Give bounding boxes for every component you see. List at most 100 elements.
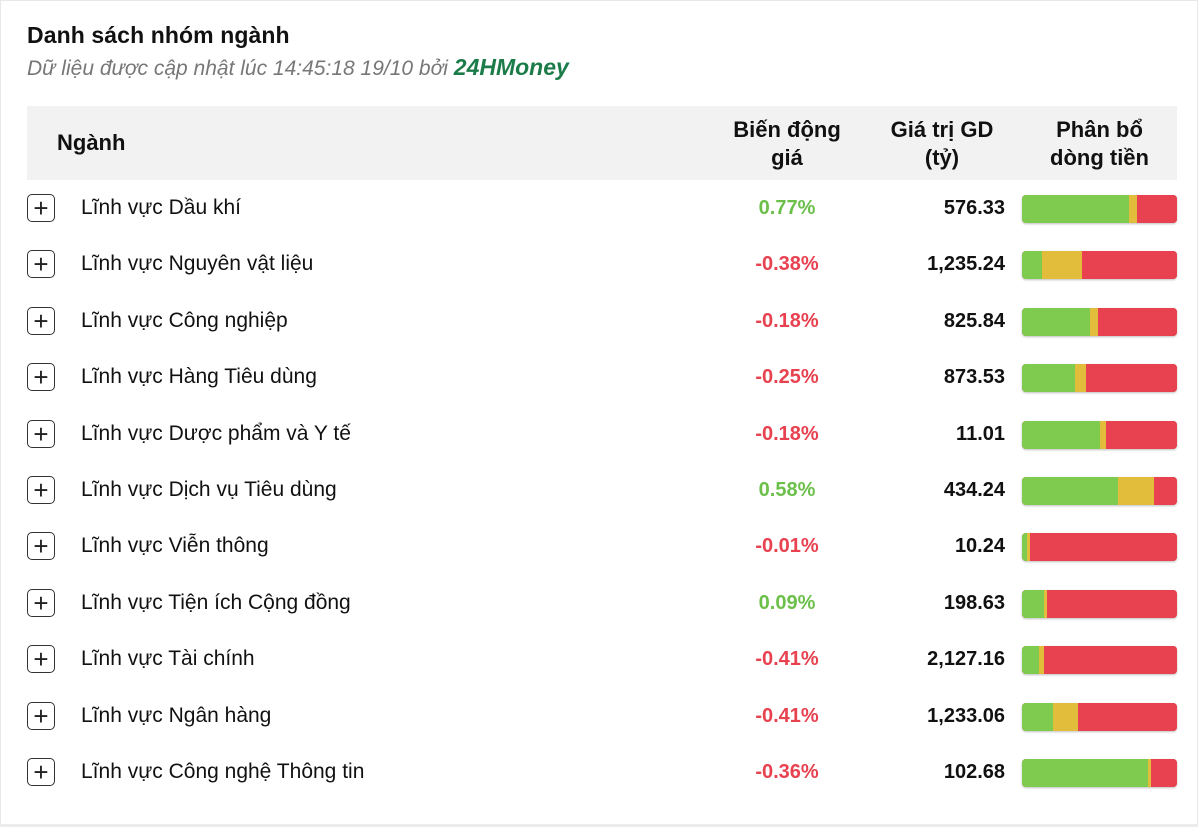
money-flow-bar	[1022, 533, 1177, 562]
expand-plus-icon[interactable]: +	[27, 250, 55, 279]
flow-decrease-segment	[1043, 646, 1177, 675]
sector-row[interactable]: + Lĩnh vực Công nghệ Thông tin -0.36% 102.6…	[27, 745, 1177, 801]
sector-row[interactable]: + Lĩnh vực Tiện ích Cộng đồng 0.09% 198.63	[27, 576, 1177, 632]
sector-row[interactable]: + Lĩnh vực Dược phẩm và Y tế -0.18% 11.01	[27, 407, 1177, 463]
flow-unchanged-segment	[1042, 251, 1083, 280]
column-header-phan-bo-line2: dòng tiền	[1050, 145, 1149, 170]
expand-plus-icon[interactable]: +	[27, 758, 55, 786]
money-flow-bar	[1022, 477, 1177, 505]
price-change: -0.36%	[755, 761, 819, 783]
flow-unchanged-segment	[1090, 307, 1098, 336]
column-header-phan-bo[interactable]: Phân bổ dòng tiền	[1027, 116, 1172, 172]
flow-increase-segment	[1022, 533, 1027, 562]
flow-decrease-segment	[1097, 307, 1177, 336]
sector-name[interactable]: Lĩnh vực Dầu khí	[81, 196, 241, 219]
sector-name[interactable]: Lĩnh vực Công nghệ Thông tin	[81, 760, 365, 783]
price-change: 0.09%	[758, 591, 816, 614]
column-header-bien-dong-line1: Biến động	[733, 117, 841, 142]
update-info: Dữ liệu được cập nhật lúc 14:45:18 19/10…	[27, 54, 569, 81]
expand-plus-icon[interactable]: +	[27, 588, 55, 617]
sector-name[interactable]: Lĩnh vực Nguyên vật liệu	[81, 252, 314, 276]
expand-plus-icon[interactable]: +	[27, 419, 55, 448]
money-flow-bar	[1022, 589, 1177, 618]
sector-row[interactable]: + Lĩnh vực Tài chính -0.41% 2,127.16	[27, 632, 1177, 688]
flow-increase-segment	[1022, 307, 1091, 336]
trade-value: 576.33	[943, 197, 1005, 219]
sector-name[interactable]: Lĩnh vực Tài chính	[81, 647, 255, 671]
flow-unchanged-segment	[1118, 477, 1154, 505]
trade-value: 434.24	[943, 479, 1005, 501]
sector-row[interactable]: + Lĩnh vực Công nghiệp -0.18% 825.84	[27, 294, 1177, 350]
expand-plus-icon[interactable]: +	[27, 363, 55, 392]
flow-unchanged-segment	[1043, 589, 1047, 618]
page-title: Danh sách nhóm ngành	[27, 22, 290, 48]
flow-unchanged-segment	[1039, 646, 1044, 675]
column-header-nganh[interactable]: Ngành	[57, 130, 126, 155]
flow-decrease-segment	[1085, 364, 1177, 393]
money-flow-bar	[1022, 307, 1177, 336]
expand-plus-icon[interactable]: +	[27, 532, 55, 561]
expand-plus-icon[interactable]: +	[27, 701, 55, 730]
price-change: -0.41%	[755, 648, 819, 671]
column-header-gia-tri[interactable]: Giá trị GD (tỷ)	[872, 116, 1012, 172]
money-flow-bar	[1022, 420, 1177, 449]
column-header-bien-dong-line2: giá	[771, 145, 803, 170]
flow-increase-segment	[1022, 702, 1053, 731]
sector-row[interactable]: + Lĩnh vực Ngân hàng -0.41% 1,233.06	[27, 689, 1177, 745]
sector-row[interactable]: + Lĩnh vực Dịch vụ Tiêu dùng 0.58% 434.24	[27, 463, 1177, 519]
sector-row[interactable]: + Lĩnh vực Viễn thông -0.01% 10.24	[27, 519, 1177, 575]
sector-name[interactable]: Lĩnh vực Hàng Tiêu dùng	[81, 365, 317, 389]
flow-increase-segment	[1022, 477, 1119, 505]
column-header-gia-tri-line2: (tỷ)	[924, 145, 960, 170]
sector-name[interactable]: Lĩnh vực Công nghiệp	[81, 308, 288, 332]
trade-value: 1,235.24	[927, 253, 1005, 276]
trade-value: 873.53	[943, 366, 1005, 389]
flow-decrease-segment	[1150, 759, 1177, 787]
money-flow-bar	[1022, 251, 1177, 280]
flow-unchanged-segment	[1074, 364, 1086, 393]
table-header: Ngành Biến động giá Giá trị GD (tỷ) Phân…	[27, 106, 1177, 180]
sector-name[interactable]: Lĩnh vực Dược phẩm và Y tế	[81, 421, 351, 445]
price-change: -0.18%	[755, 422, 819, 445]
price-change: -0.25%	[755, 366, 819, 389]
price-change: -0.18%	[755, 309, 819, 332]
flow-unchanged-segment	[1026, 533, 1030, 562]
trade-value: 10.24	[954, 535, 1005, 558]
expand-plus-icon[interactable]: +	[27, 194, 55, 222]
flow-unchanged-segment	[1053, 702, 1078, 731]
flow-decrease-segment	[1136, 195, 1177, 223]
flow-increase-segment	[1022, 759, 1148, 787]
money-flow-bar	[1022, 702, 1177, 731]
trade-value: 198.63	[943, 591, 1005, 614]
sector-name[interactable]: Lĩnh vực Ngân hàng	[81, 703, 272, 727]
sector-name[interactable]: Lĩnh vực Dịch vụ Tiêu dùng	[81, 478, 337, 501]
flow-increase-segment	[1022, 195, 1129, 223]
trade-value: 825.84	[943, 309, 1005, 332]
column-header-gia-tri-line1: Giá trị GD	[890, 117, 994, 142]
trade-value: 1,233.06	[927, 704, 1005, 727]
sector-row[interactable]: + Lĩnh vực Dầu khí 0.77% 576.33	[27, 181, 1177, 237]
expand-plus-icon[interactable]: +	[27, 306, 55, 335]
price-change: 0.58%	[758, 479, 816, 501]
brand-link[interactable]: 24HMoney	[453, 54, 569, 80]
expand-plus-icon[interactable]: +	[27, 645, 55, 674]
column-header-bien-dong[interactable]: Biến động giá	[717, 116, 857, 172]
sector-name[interactable]: Lĩnh vực Viễn thông	[81, 534, 269, 558]
flow-decrease-segment	[1082, 251, 1177, 280]
money-flow-bar	[1022, 646, 1177, 675]
sector-name[interactable]: Lĩnh vực Tiện ích Cộng đồng	[81, 590, 351, 614]
flow-decrease-segment	[1046, 589, 1177, 618]
flow-decrease-segment	[1029, 533, 1177, 562]
flow-unchanged-segment	[1099, 420, 1106, 449]
trade-value: 2,127.16	[927, 648, 1005, 671]
sector-row[interactable]: + Lĩnh vực Nguyên vật liệu -0.38% 1,235.24	[27, 237, 1177, 293]
price-change: 0.77%	[758, 197, 816, 219]
flow-increase-segment	[1022, 420, 1100, 449]
flow-increase-segment	[1022, 251, 1043, 280]
flow-decrease-segment	[1077, 702, 1177, 731]
expand-plus-icon[interactable]: +	[27, 476, 55, 504]
flow-decrease-segment	[1105, 420, 1177, 449]
flow-unchanged-segment	[1147, 759, 1151, 787]
sector-row[interactable]: + Lĩnh vực Hàng Tiêu dùng -0.25% 873.53	[27, 350, 1177, 406]
